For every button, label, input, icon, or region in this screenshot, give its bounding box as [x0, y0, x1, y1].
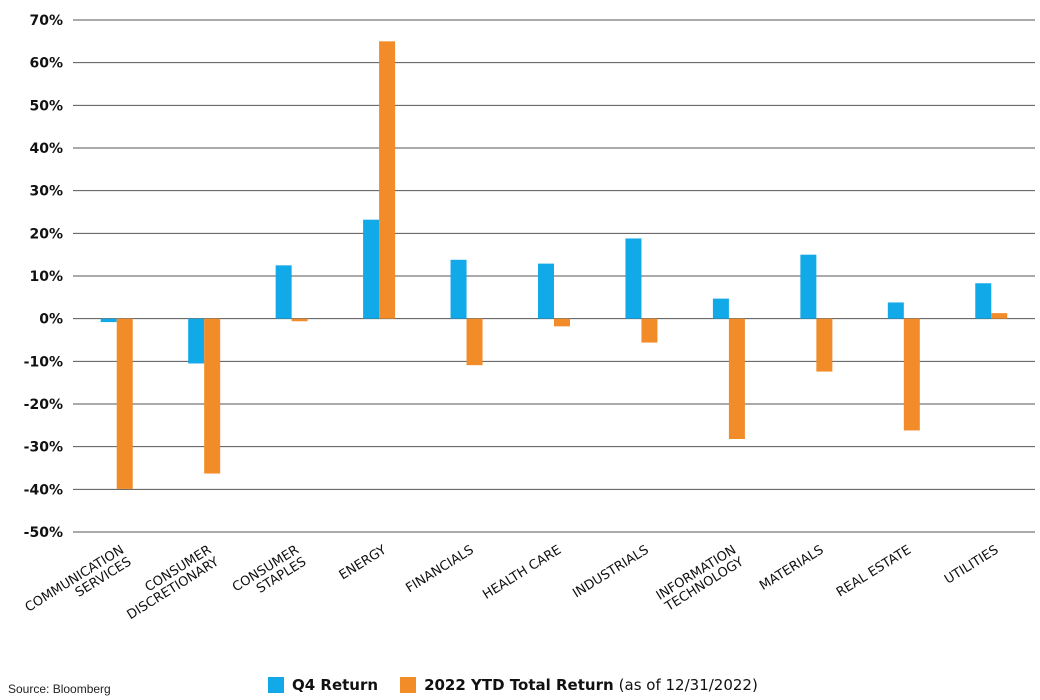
bar-ytd-return — [816, 318, 833, 372]
y-tick-label: 60% — [29, 56, 63, 72]
y-tick-label: -30% — [24, 440, 63, 456]
x-tick-label: MATERIALS — [757, 543, 826, 594]
x-tick-label-line: ENERGY — [337, 543, 390, 584]
legend-item-ytd: 2022 YTD Total Return (as of 12/31/2022) — [400, 676, 758, 694]
x-tick-label: COMMUNICATIONSERVICES — [23, 543, 135, 628]
y-tick-label: 0% — [39, 312, 63, 328]
bar-q4-return — [887, 302, 904, 319]
y-tick-label: 10% — [29, 269, 63, 285]
x-tick-label-line: UTILITIES — [942, 543, 1001, 588]
bar-ytd-return — [641, 318, 658, 343]
bar-q4-return — [188, 318, 205, 364]
bar-q4-return — [100, 318, 117, 323]
y-tick-label: -20% — [24, 397, 63, 413]
bar-ytd-return — [116, 318, 133, 489]
bar-ytd-return — [991, 313, 1008, 319]
y-tick-label: 70% — [29, 13, 63, 29]
bar-ytd-return — [291, 318, 308, 322]
x-tick-label: ENERGY — [337, 543, 390, 584]
y-tick-label: 50% — [29, 98, 63, 114]
x-tick-label: REAL ESTATE — [834, 543, 914, 601]
x-tick-label-line: HEALTH CARE — [480, 543, 564, 603]
x-tick-label-line: REAL ESTATE — [834, 543, 914, 601]
legend-label-ytd: 2022 YTD Total Return — [424, 676, 614, 694]
x-tick-label: HEALTH CARE — [480, 543, 564, 603]
x-tick-label-line: INDUSTRIALS — [570, 543, 651, 602]
bar-ytd-return — [379, 41, 396, 319]
bar-q4-return — [275, 265, 292, 319]
legend-swatch-q4 — [268, 677, 284, 693]
legend-note-ytd: (as of 12/31/2022) — [618, 676, 758, 694]
legend-swatch-ytd — [400, 677, 417, 693]
x-tick-label: INDUSTRIALS — [570, 543, 651, 602]
y-tick-label: 30% — [29, 184, 63, 200]
chart-legend: Q4 Return 2022 YTD Total Return (as of 1… — [268, 676, 780, 694]
bar-q4-return — [712, 298, 729, 319]
bar-q4-return — [975, 283, 992, 319]
source-note: Source: Bloomberg — [8, 682, 111, 696]
bar-q4-return — [450, 259, 467, 319]
bar-ytd-return — [728, 318, 745, 439]
bar-ytd-return — [204, 318, 221, 474]
y-tick-label: -10% — [24, 354, 63, 370]
bar-q4-return — [538, 263, 554, 319]
y-tick-label: -40% — [24, 482, 63, 498]
x-tick-label-line: FINANCIALS — [403, 543, 476, 596]
y-tick-label: 20% — [29, 226, 63, 242]
y-tick-label: -50% — [24, 525, 63, 541]
x-tick-label: CONSUMERSTAPLES — [230, 543, 309, 607]
bar-q4-return — [625, 238, 642, 319]
legend-label-q4: Q4 Return — [292, 676, 379, 694]
bar-ytd-return — [554, 318, 570, 327]
bar-ytd-return — [466, 318, 483, 366]
x-tick-label: INFORMATIONTECHNOLOGY — [654, 543, 747, 616]
legend-item-q4: Q4 Return — [268, 676, 378, 694]
x-tick-label-line: MATERIALS — [757, 543, 826, 594]
x-tick-label: CONSUMERDISCRETIONARY — [117, 543, 222, 623]
bar-q4-return — [800, 254, 817, 319]
x-tick-label: FINANCIALS — [403, 543, 476, 596]
bar-q4-return — [363, 219, 380, 319]
bar-ytd-return — [903, 318, 920, 431]
x-tick-label: UTILITIES — [942, 543, 1001, 588]
y-tick-label: 40% — [29, 141, 63, 157]
